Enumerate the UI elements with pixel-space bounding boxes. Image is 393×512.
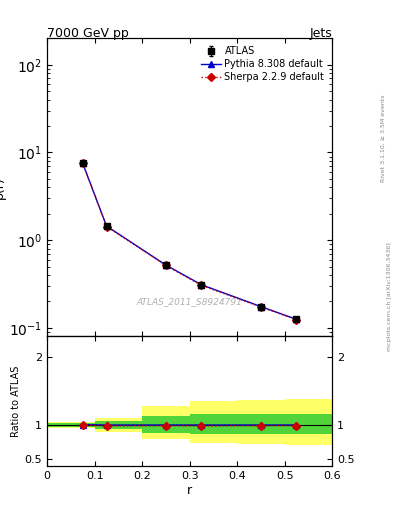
Line: Sherpa 2.2.9 default: Sherpa 2.2.9 default (80, 161, 299, 323)
Pythia 8.308 default (259, 304, 263, 310)
Pythia 8.308 default (104, 223, 109, 229)
Y-axis label: ρ(r): ρ(r) (0, 176, 6, 199)
Text: Rivet 3.1.10, ≥ 3.5M events: Rivet 3.1.10, ≥ 3.5M events (381, 95, 386, 182)
Pythia 8.308 default (81, 160, 85, 166)
Text: mcplots.cern.ch [arXiv:1306.3436]: mcplots.cern.ch [arXiv:1306.3436] (387, 243, 391, 351)
Legend: ATLAS, Pythia 8.308 default, Sherpa 2.2.9 default: ATLAS, Pythia 8.308 default, Sherpa 2.2.… (198, 43, 327, 85)
Sherpa 2.2.9 default (199, 282, 204, 288)
Sherpa 2.2.9 default (104, 223, 109, 229)
Sherpa 2.2.9 default (294, 316, 299, 323)
Pythia 8.308 default (294, 316, 299, 323)
Pythia 8.308 default (163, 262, 168, 268)
Pythia 8.308 default (199, 282, 204, 288)
Text: ATLAS_2011_S8924791: ATLAS_2011_S8924791 (137, 297, 242, 307)
Line: Pythia 8.308 default: Pythia 8.308 default (80, 160, 299, 323)
Sherpa 2.2.9 default (259, 304, 263, 310)
Text: Jets: Jets (309, 27, 332, 39)
Y-axis label: Ratio to ATLAS: Ratio to ATLAS (11, 366, 20, 437)
Sherpa 2.2.9 default (163, 262, 168, 268)
Text: 7000 GeV pp: 7000 GeV pp (47, 27, 129, 39)
Sherpa 2.2.9 default (81, 160, 85, 166)
X-axis label: r: r (187, 483, 192, 497)
